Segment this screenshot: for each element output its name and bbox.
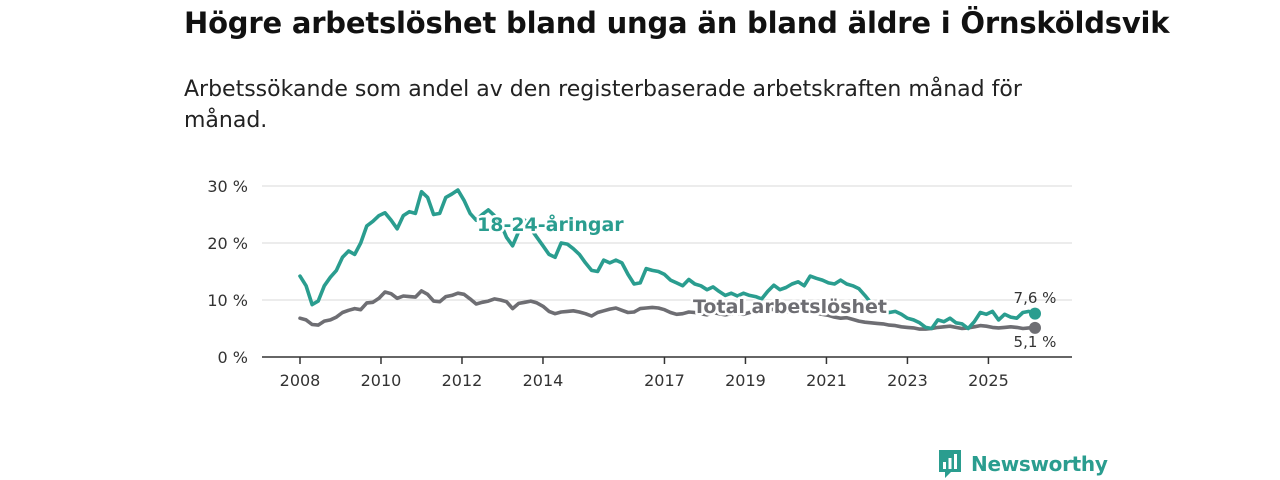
y-tick-label: 10 % bbox=[207, 291, 248, 310]
x-tick-label: 2023 bbox=[887, 371, 928, 390]
series-labels: 7,6 % 5,1 % 18-24-åringar Total arbetslöshe… bbox=[475, 210, 1057, 352]
grid-lines bbox=[262, 185, 1072, 301]
end-marker-18-24 bbox=[1029, 307, 1041, 320]
series-label-total: Total arbetslöshet bbox=[693, 296, 887, 318]
x-tick-label: 2012 bbox=[442, 371, 483, 390]
end-marker-total bbox=[1029, 321, 1041, 334]
series-lines bbox=[298, 188, 1041, 334]
x-axis: 2008 2010 2012 2014 2017 2019 2021 2023 2025 bbox=[262, 356, 1072, 390]
newsworthy-logo-text: Newsworthy bbox=[971, 452, 1108, 476]
x-tick-label: 2014 bbox=[523, 371, 564, 390]
end-label-total: 5,1 % bbox=[1014, 333, 1057, 351]
series-line-18-24 bbox=[298, 188, 1037, 331]
y-axis-ticks: 0 % 10 % 20 % 30 % bbox=[207, 177, 248, 367]
y-tick-label: 20 % bbox=[207, 234, 248, 253]
x-tick-label: 2021 bbox=[806, 371, 847, 390]
end-label-18-24: 7,6 % bbox=[1014, 289, 1057, 307]
x-tick-label: 2025 bbox=[968, 371, 1009, 390]
series-label-18-24: 18-24-åringar bbox=[477, 212, 624, 236]
x-tick-label: 2017 bbox=[644, 371, 685, 390]
newsworthy-logo[interactable]: Newsworthy bbox=[937, 448, 1108, 480]
newsworthy-logo-icon bbox=[939, 450, 961, 478]
x-tick-label: 2010 bbox=[361, 371, 402, 390]
x-tick-label: 2008 bbox=[280, 371, 321, 390]
x-tick-label: 2019 bbox=[725, 371, 766, 390]
chart-title: Högre arbetslöshet bland unga än bland ä… bbox=[184, 6, 1170, 40]
chart-subtitle: Arbetssökande som andel av den registerb… bbox=[184, 77, 1022, 133]
series-line-total bbox=[298, 289, 1037, 331]
y-tick-label: 0 % bbox=[218, 348, 248, 367]
y-tick-label: 30 % bbox=[207, 177, 248, 196]
